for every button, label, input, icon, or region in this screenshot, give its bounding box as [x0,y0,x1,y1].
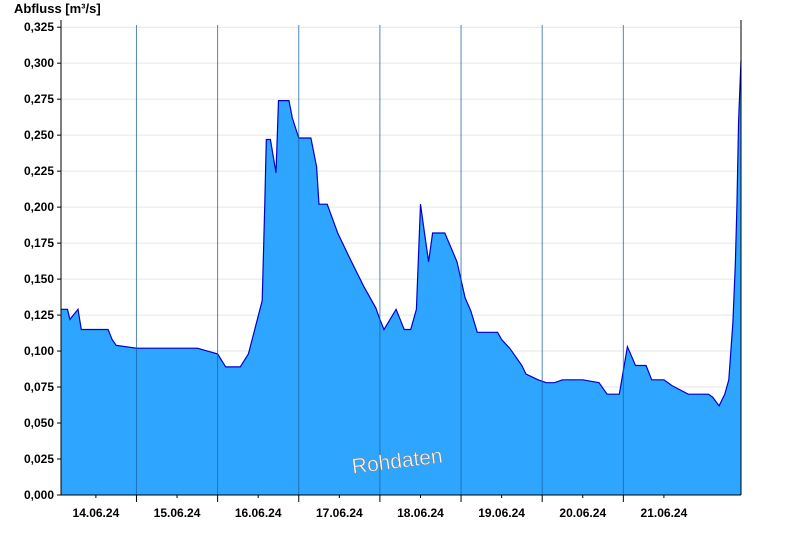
y-tick-label-4: 0,100 [24,344,54,358]
x-tick-label-4: 18.06.24 [397,506,444,520]
y-ticks: 0,000 0,025 0,050 0,075 0,100 0,125 0,150 0,175… [24,20,61,502]
y-tick-label-8: 0,200 [24,200,54,214]
series-area [61,60,741,496]
x-ticks: 14.06.24 15.06.24 16.06.24 17.06.24 18.06.24… [73,495,688,520]
x-tick-label-2: 16.06.24 [235,506,282,520]
y-tick-label-6: 0,150 [24,272,54,286]
x-tick-label-5: 19.06.24 [478,506,525,520]
x-tick-label-3: 17.06.24 [316,506,363,520]
y-tick-label-11: 0,275 [24,92,54,106]
x-tick-label-7: 21.06.24 [641,506,688,520]
y-tick-label-3: 0,075 [24,380,54,394]
y-tick-label-7: 0,175 [24,236,54,250]
y-tick-label-12: 0,300 [24,56,54,70]
y-tick-label-13: 0,325 [24,20,54,34]
y-tick-label-10: 0,250 [24,128,54,142]
day-boundaries [135,25,624,495]
series-line [61,60,742,407]
x-tick-label-6: 20.06.24 [559,506,606,520]
y-tick-label-2: 0,050 [24,416,54,430]
y-tick-label-5: 0,125 [24,308,54,322]
y-axis-label: Abfluss [m³/s] [14,1,101,16]
y-tick-label-0: 0,000 [24,488,54,502]
x-tick-label-0: 14.06.24 [73,506,120,520]
y-tick-label-9: 0,225 [24,164,54,178]
y-tick-label-1: 0,025 [24,452,54,466]
x-tick-label-1: 15.06.24 [154,506,201,520]
data-area [61,60,742,496]
